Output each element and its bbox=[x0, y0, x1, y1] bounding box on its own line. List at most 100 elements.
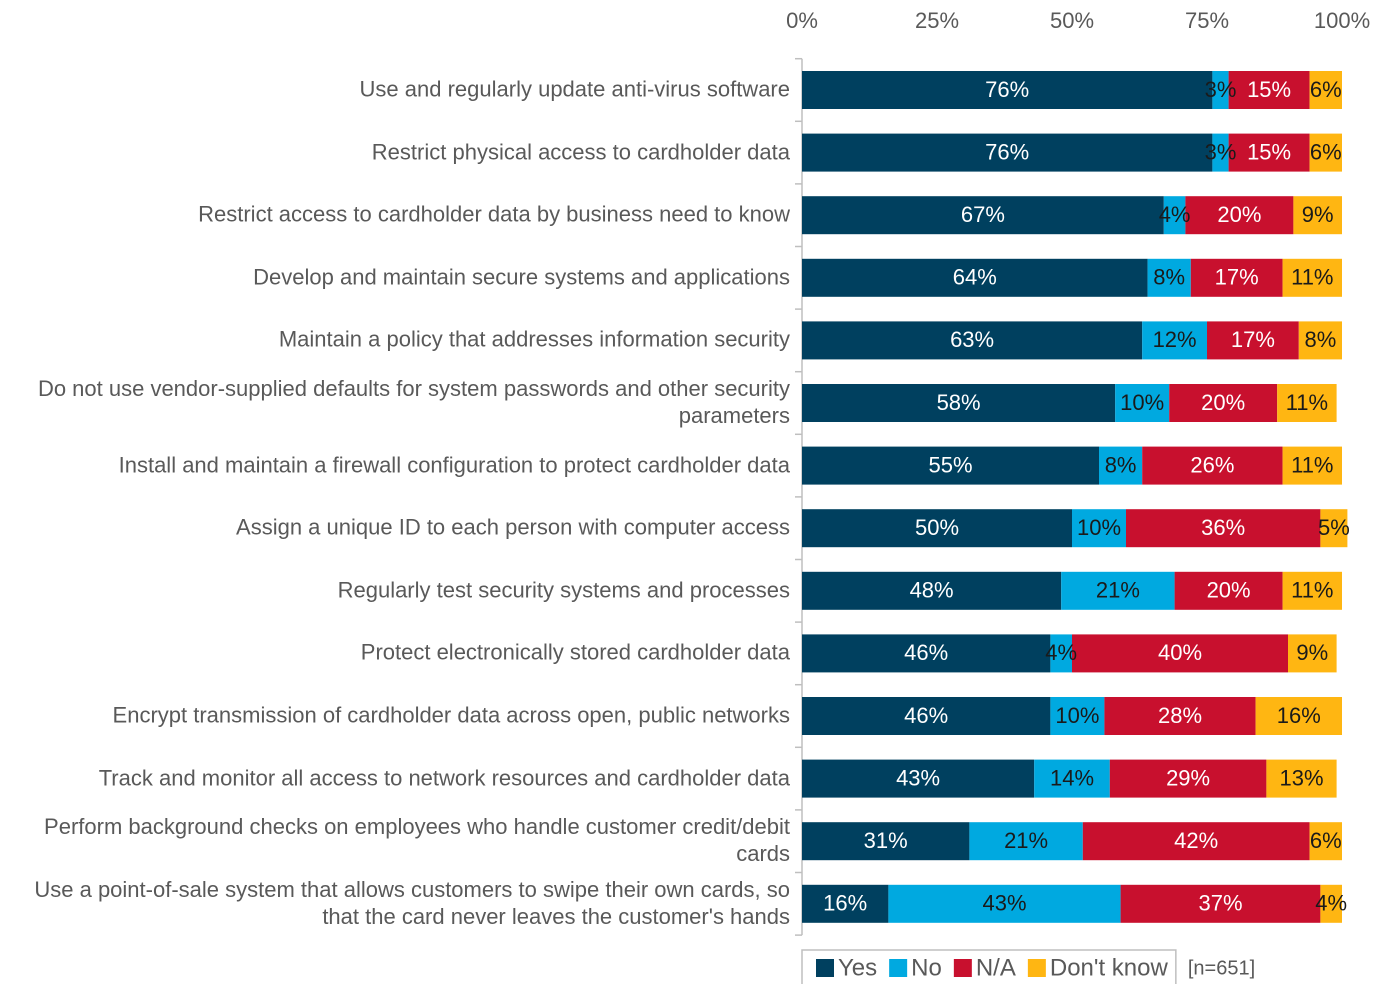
data-label: 43% bbox=[982, 891, 1026, 916]
data-label: 36% bbox=[1201, 515, 1245, 540]
bar-segment bbox=[802, 258, 1148, 297]
data-label: 20% bbox=[1207, 578, 1251, 603]
data-label: 15% bbox=[1247, 77, 1291, 102]
bar-segment bbox=[1207, 321, 1299, 360]
data-label: 9% bbox=[1302, 202, 1334, 227]
data-label: 63% bbox=[950, 327, 994, 352]
bar-segment bbox=[802, 884, 889, 923]
data-label: 8% bbox=[1153, 265, 1185, 290]
bar-segment bbox=[1309, 71, 1342, 109]
data-label: 16% bbox=[1277, 703, 1321, 728]
bar-segment bbox=[1282, 258, 1342, 297]
data-label: 21% bbox=[1096, 578, 1140, 603]
bar-segment bbox=[1099, 446, 1143, 485]
category-label: Use and regularly update anti-virus soft… bbox=[359, 76, 790, 102]
data-label: 37% bbox=[1198, 891, 1242, 916]
category-label: Develop and maintain secure systems and … bbox=[253, 264, 790, 290]
data-label: 20% bbox=[1201, 390, 1245, 415]
bar-segment bbox=[1115, 384, 1170, 422]
bar-segment bbox=[1163, 196, 1186, 235]
data-label: 6% bbox=[1310, 828, 1342, 853]
data-label: 5% bbox=[1318, 515, 1350, 540]
data-label: 29% bbox=[1166, 765, 1210, 790]
bar-segment bbox=[802, 571, 1062, 610]
category-label: Regularly test security systems and proc… bbox=[337, 577, 790, 603]
data-label: 31% bbox=[864, 828, 908, 853]
bar-segment bbox=[1147, 258, 1191, 297]
x-tick-label: 0% bbox=[786, 8, 818, 33]
category-label: Perform background checks on employees w… bbox=[44, 814, 790, 867]
category-label: Maintain a policy that addresses informa… bbox=[278, 326, 790, 352]
data-label: 76% bbox=[985, 139, 1029, 164]
legend-swatch bbox=[1027, 959, 1046, 977]
category-label: Restrict access to cardholder data by bu… bbox=[198, 201, 790, 227]
data-label: 20% bbox=[1217, 202, 1261, 227]
category-label: Protect electronically stored cardholder… bbox=[360, 639, 790, 665]
bar-segment bbox=[802, 759, 1035, 798]
data-label: 40% bbox=[1158, 640, 1202, 665]
bar-segment bbox=[1282, 571, 1342, 610]
data-label: 55% bbox=[928, 452, 972, 477]
data-label: 21% bbox=[1004, 828, 1048, 853]
bar-segment bbox=[802, 509, 1072, 548]
legend-label: Don't know bbox=[1050, 954, 1169, 981]
data-label: 64% bbox=[953, 265, 997, 290]
data-label: 3% bbox=[1205, 77, 1237, 102]
bar-segment bbox=[1228, 133, 1310, 172]
category-label: Restrict physical access to cardholder d… bbox=[371, 139, 790, 165]
data-label: 8% bbox=[1105, 452, 1137, 477]
data-label: 15% bbox=[1247, 139, 1291, 164]
data-label: 10% bbox=[1055, 703, 1099, 728]
data-label: 10% bbox=[1120, 390, 1164, 415]
data-label: 46% bbox=[904, 640, 948, 665]
category-label: Encrypt transmission of cardholder data … bbox=[112, 702, 790, 728]
bar-segment bbox=[1169, 384, 1278, 422]
category-label: Assign a unique ID to each person with c… bbox=[236, 514, 790, 540]
data-label: 6% bbox=[1310, 77, 1342, 102]
bar-segment bbox=[1142, 446, 1283, 485]
data-label: 14% bbox=[1050, 765, 1094, 790]
data-label: 42% bbox=[1174, 828, 1218, 853]
data-label: 11% bbox=[1286, 390, 1328, 415]
bar-segment bbox=[1104, 697, 1256, 735]
legend-swatch bbox=[816, 959, 834, 977]
legend-swatch bbox=[889, 959, 908, 977]
bar-segment bbox=[802, 822, 970, 861]
category-label: Install and maintain a firewall configur… bbox=[118, 452, 790, 478]
bar-segment bbox=[802, 634, 1051, 673]
bar-segment bbox=[1109, 759, 1267, 798]
data-label: 26% bbox=[1190, 452, 1234, 477]
bar-segment bbox=[802, 71, 1213, 109]
data-label: 9% bbox=[1296, 640, 1328, 665]
bar-segment bbox=[969, 822, 1083, 861]
data-label: 76% bbox=[985, 77, 1029, 102]
bar-segment bbox=[1228, 71, 1310, 109]
data-label: 67% bbox=[961, 202, 1005, 227]
bar-segment bbox=[1266, 759, 1337, 798]
data-label: 16% bbox=[823, 891, 867, 916]
data-label: 10% bbox=[1077, 515, 1121, 540]
data-label: 8% bbox=[1305, 327, 1337, 352]
data-label: 28% bbox=[1158, 703, 1202, 728]
x-tick-label: 75% bbox=[1185, 8, 1229, 33]
note: [n=651] bbox=[1188, 957, 1255, 979]
bar-segment bbox=[1185, 196, 1294, 235]
bar-segment bbox=[802, 384, 1116, 422]
bar-segment bbox=[1142, 321, 1207, 360]
data-label: 17% bbox=[1231, 327, 1275, 352]
bar-segment bbox=[1061, 571, 1175, 610]
data-label: 12% bbox=[1153, 327, 1197, 352]
bar-segment bbox=[802, 446, 1099, 485]
bar-segment bbox=[1320, 884, 1342, 923]
bar-segment bbox=[1277, 384, 1337, 422]
x-tick-label: 100% bbox=[1314, 8, 1370, 33]
data-label: 6% bbox=[1310, 139, 1342, 164]
bar-segment bbox=[1309, 822, 1342, 861]
bar-segment bbox=[1174, 571, 1283, 610]
data-label: 4% bbox=[1045, 640, 1077, 665]
bar-segment bbox=[1288, 634, 1337, 673]
legend-label: Yes bbox=[838, 954, 877, 981]
data-label: 3% bbox=[1205, 139, 1237, 164]
